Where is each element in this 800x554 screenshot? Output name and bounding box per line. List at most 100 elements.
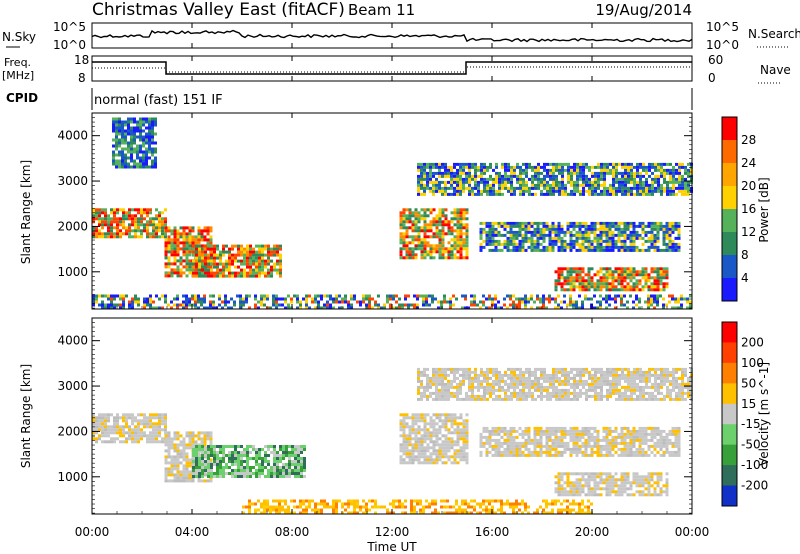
echo-cell — [623, 221, 627, 225]
echo-cell — [485, 224, 489, 228]
echo-cell — [119, 208, 122, 212]
echo-cell — [446, 300, 449, 304]
echo-cell — [237, 457, 240, 460]
echo-cell — [176, 238, 180, 242]
echo-cell — [408, 241, 412, 245]
echo-cell — [608, 270, 612, 274]
echo-cell — [417, 226, 421, 230]
echo-cell — [104, 232, 107, 236]
echo-cell — [115, 147, 118, 151]
echo-cell — [420, 434, 424, 438]
echo-cell — [569, 279, 573, 283]
echo-cell — [596, 270, 600, 274]
echo-cell — [115, 126, 118, 130]
echo-cell — [293, 294, 296, 298]
echo-cell — [635, 279, 639, 283]
echo-cell — [225, 472, 228, 475]
echo-cell — [510, 373, 513, 377]
echo-cell — [191, 479, 195, 483]
echo-cell — [441, 186, 444, 190]
echo-cell — [666, 171, 669, 175]
echo-cell — [564, 373, 567, 377]
echo-cell — [636, 168, 639, 172]
echo-cell — [468, 165, 471, 169]
echo-cell — [164, 431, 168, 435]
echo-cell — [465, 419, 469, 423]
echo-cell — [435, 385, 438, 389]
echo-cell — [471, 174, 474, 178]
echo-cell — [519, 379, 522, 383]
echo-cell — [429, 419, 433, 423]
echo-cell — [441, 419, 445, 423]
echo-cell — [518, 230, 522, 234]
echo-cell — [408, 247, 412, 251]
echo-cell — [498, 192, 501, 196]
echo-cell — [148, 129, 151, 133]
echo-cell — [689, 300, 692, 304]
echo-cell — [255, 256, 258, 260]
echo-cell — [228, 271, 231, 275]
echo-cell — [408, 214, 412, 218]
echo-cell — [644, 279, 648, 283]
echo-cell — [627, 162, 630, 166]
echo-cell — [154, 162, 157, 166]
echo-cell — [225, 265, 228, 269]
echo-cell — [182, 241, 186, 245]
echo-cell — [534, 397, 537, 401]
echo-cell — [456, 443, 460, 447]
echo-cell — [638, 288, 642, 292]
echo-cell — [112, 153, 115, 157]
echo-cell — [140, 422, 143, 426]
echo-cell — [225, 466, 228, 469]
echo-cell — [136, 120, 139, 124]
echo-cell — [414, 413, 418, 417]
echo-cell — [441, 367, 444, 371]
echo-cell — [161, 226, 164, 230]
echo-cell — [131, 229, 134, 233]
echo-cell — [113, 425, 116, 429]
echo-cell — [465, 165, 468, 169]
echo-cell — [194, 303, 197, 307]
echo-cell — [255, 454, 258, 457]
echo-cell — [453, 431, 457, 435]
echo-cell — [288, 451, 291, 454]
echo-cell — [154, 123, 157, 127]
echo-cell — [515, 245, 519, 249]
echo-cell — [497, 239, 501, 243]
echo-cell — [584, 248, 588, 252]
echo-cell — [128, 300, 131, 304]
echo-cell — [456, 171, 459, 175]
echo-cell — [462, 443, 466, 447]
echo-cell — [465, 376, 468, 380]
echo-cell — [474, 367, 477, 371]
echo-cell — [644, 248, 648, 252]
echo-cell — [447, 250, 451, 254]
echo-cell — [438, 256, 442, 260]
echo-cell — [237, 445, 240, 448]
echo-cell — [146, 229, 149, 233]
echo-cell — [456, 211, 460, 215]
echo-cell — [512, 294, 515, 298]
echo-cell — [426, 449, 430, 453]
echo-cell — [624, 180, 627, 184]
echo-cell — [462, 183, 465, 187]
echo-cell — [504, 388, 507, 392]
echo-cell — [329, 297, 332, 301]
echo-cell — [198, 457, 201, 460]
echo-cell — [524, 224, 528, 228]
echo-cell — [500, 306, 503, 310]
echo-cell — [561, 388, 564, 392]
echo-cell — [122, 300, 125, 304]
echo-cell — [432, 376, 435, 380]
echo-cell — [519, 382, 522, 386]
echo-cell — [552, 171, 555, 175]
echo-cell — [192, 460, 195, 463]
echo-cell — [276, 463, 279, 466]
echo-cell — [489, 388, 492, 392]
echo-cell — [429, 425, 433, 429]
echo-cell — [408, 437, 412, 441]
cpid-label: CPID — [6, 91, 38, 105]
echo-cell — [281, 297, 284, 301]
echo-cell — [408, 416, 412, 420]
echo-cell — [626, 248, 630, 252]
